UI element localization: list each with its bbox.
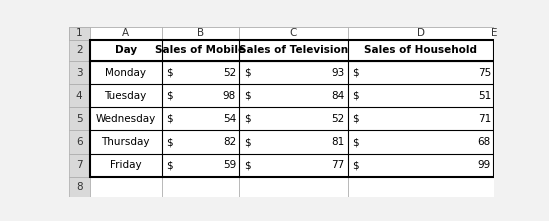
Bar <box>89 27 161 40</box>
Text: Wednesday: Wednesday <box>96 114 156 124</box>
Text: 84: 84 <box>331 91 345 101</box>
Text: $: $ <box>166 137 173 147</box>
Bar <box>348 177 494 197</box>
Text: $: $ <box>244 114 250 124</box>
Text: 77: 77 <box>331 160 345 170</box>
Bar <box>239 154 348 177</box>
Bar <box>239 27 348 40</box>
Bar <box>161 61 239 84</box>
Text: 8: 8 <box>76 182 82 192</box>
Text: $: $ <box>352 68 359 78</box>
Text: C: C <box>290 28 297 38</box>
Bar <box>348 40 494 61</box>
Bar <box>69 27 89 40</box>
Bar <box>239 107 348 130</box>
Text: Friday: Friday <box>110 160 142 170</box>
Text: 51: 51 <box>478 91 491 101</box>
Text: Sales of Television: Sales of Television <box>239 45 348 55</box>
Text: 52: 52 <box>331 114 345 124</box>
Bar <box>89 27 161 40</box>
Text: 98: 98 <box>223 91 236 101</box>
Text: $: $ <box>166 160 173 170</box>
Text: Tuesday: Tuesday <box>104 91 147 101</box>
Bar <box>348 61 494 84</box>
Text: Sales of Household: Sales of Household <box>365 45 478 55</box>
Text: Sales of Mobile: Sales of Mobile <box>155 45 245 55</box>
Bar <box>69 154 89 177</box>
Text: 54: 54 <box>223 114 236 124</box>
Bar <box>89 130 161 154</box>
Bar <box>161 177 239 197</box>
Text: $: $ <box>244 91 250 101</box>
Text: 3: 3 <box>76 68 82 78</box>
Text: 93: 93 <box>331 68 345 78</box>
Bar <box>89 40 161 61</box>
Text: 2: 2 <box>76 45 82 55</box>
Bar <box>69 84 89 107</box>
Text: 75: 75 <box>478 68 491 78</box>
Bar <box>161 154 239 177</box>
Bar <box>239 40 348 61</box>
Bar <box>89 177 161 197</box>
Text: A: A <box>122 28 129 38</box>
Bar <box>89 107 161 130</box>
Text: 99: 99 <box>478 160 491 170</box>
Bar <box>239 61 348 84</box>
Bar <box>348 154 494 177</box>
Text: $: $ <box>244 137 250 147</box>
Bar <box>69 177 89 197</box>
Text: Day: Day <box>115 45 137 55</box>
Text: 68: 68 <box>478 137 491 147</box>
Bar <box>348 130 494 154</box>
Text: E: E <box>491 28 497 38</box>
Text: 59: 59 <box>223 160 236 170</box>
Bar <box>89 40 494 177</box>
Bar <box>161 40 239 61</box>
Bar <box>161 130 239 154</box>
Bar <box>348 107 494 130</box>
Bar <box>89 61 161 84</box>
Bar <box>161 27 239 40</box>
Text: 71: 71 <box>478 114 491 124</box>
Text: $: $ <box>166 114 173 124</box>
Bar <box>239 177 348 197</box>
Text: 5: 5 <box>76 114 82 124</box>
Text: 1: 1 <box>76 28 82 38</box>
Bar <box>239 130 348 154</box>
Bar <box>69 27 89 40</box>
Text: 82: 82 <box>223 137 236 147</box>
Text: 7: 7 <box>76 160 82 170</box>
Text: Thursday: Thursday <box>102 137 150 147</box>
Bar <box>69 130 89 154</box>
Bar <box>161 84 239 107</box>
Text: 4: 4 <box>76 91 82 101</box>
Bar <box>161 107 239 130</box>
Text: 6: 6 <box>76 137 82 147</box>
Bar <box>69 40 89 61</box>
Bar <box>89 154 161 177</box>
Text: 52: 52 <box>223 68 236 78</box>
Bar <box>69 107 89 130</box>
Text: $: $ <box>352 137 359 147</box>
Bar <box>348 27 494 40</box>
Text: Monday: Monday <box>105 68 146 78</box>
Text: 81: 81 <box>331 137 345 147</box>
Bar <box>348 84 494 107</box>
Text: $: $ <box>352 114 359 124</box>
Text: B: B <box>197 28 204 38</box>
Bar <box>239 27 348 40</box>
Bar <box>348 27 494 40</box>
Text: $: $ <box>244 160 250 170</box>
Text: $: $ <box>352 160 359 170</box>
Text: D: D <box>417 28 425 38</box>
Text: $: $ <box>166 91 173 101</box>
Bar <box>69 61 89 84</box>
Bar <box>161 27 239 40</box>
Bar <box>239 84 348 107</box>
Bar <box>89 84 161 107</box>
Text: $: $ <box>166 68 173 78</box>
Text: $: $ <box>244 68 250 78</box>
Text: $: $ <box>352 91 359 101</box>
